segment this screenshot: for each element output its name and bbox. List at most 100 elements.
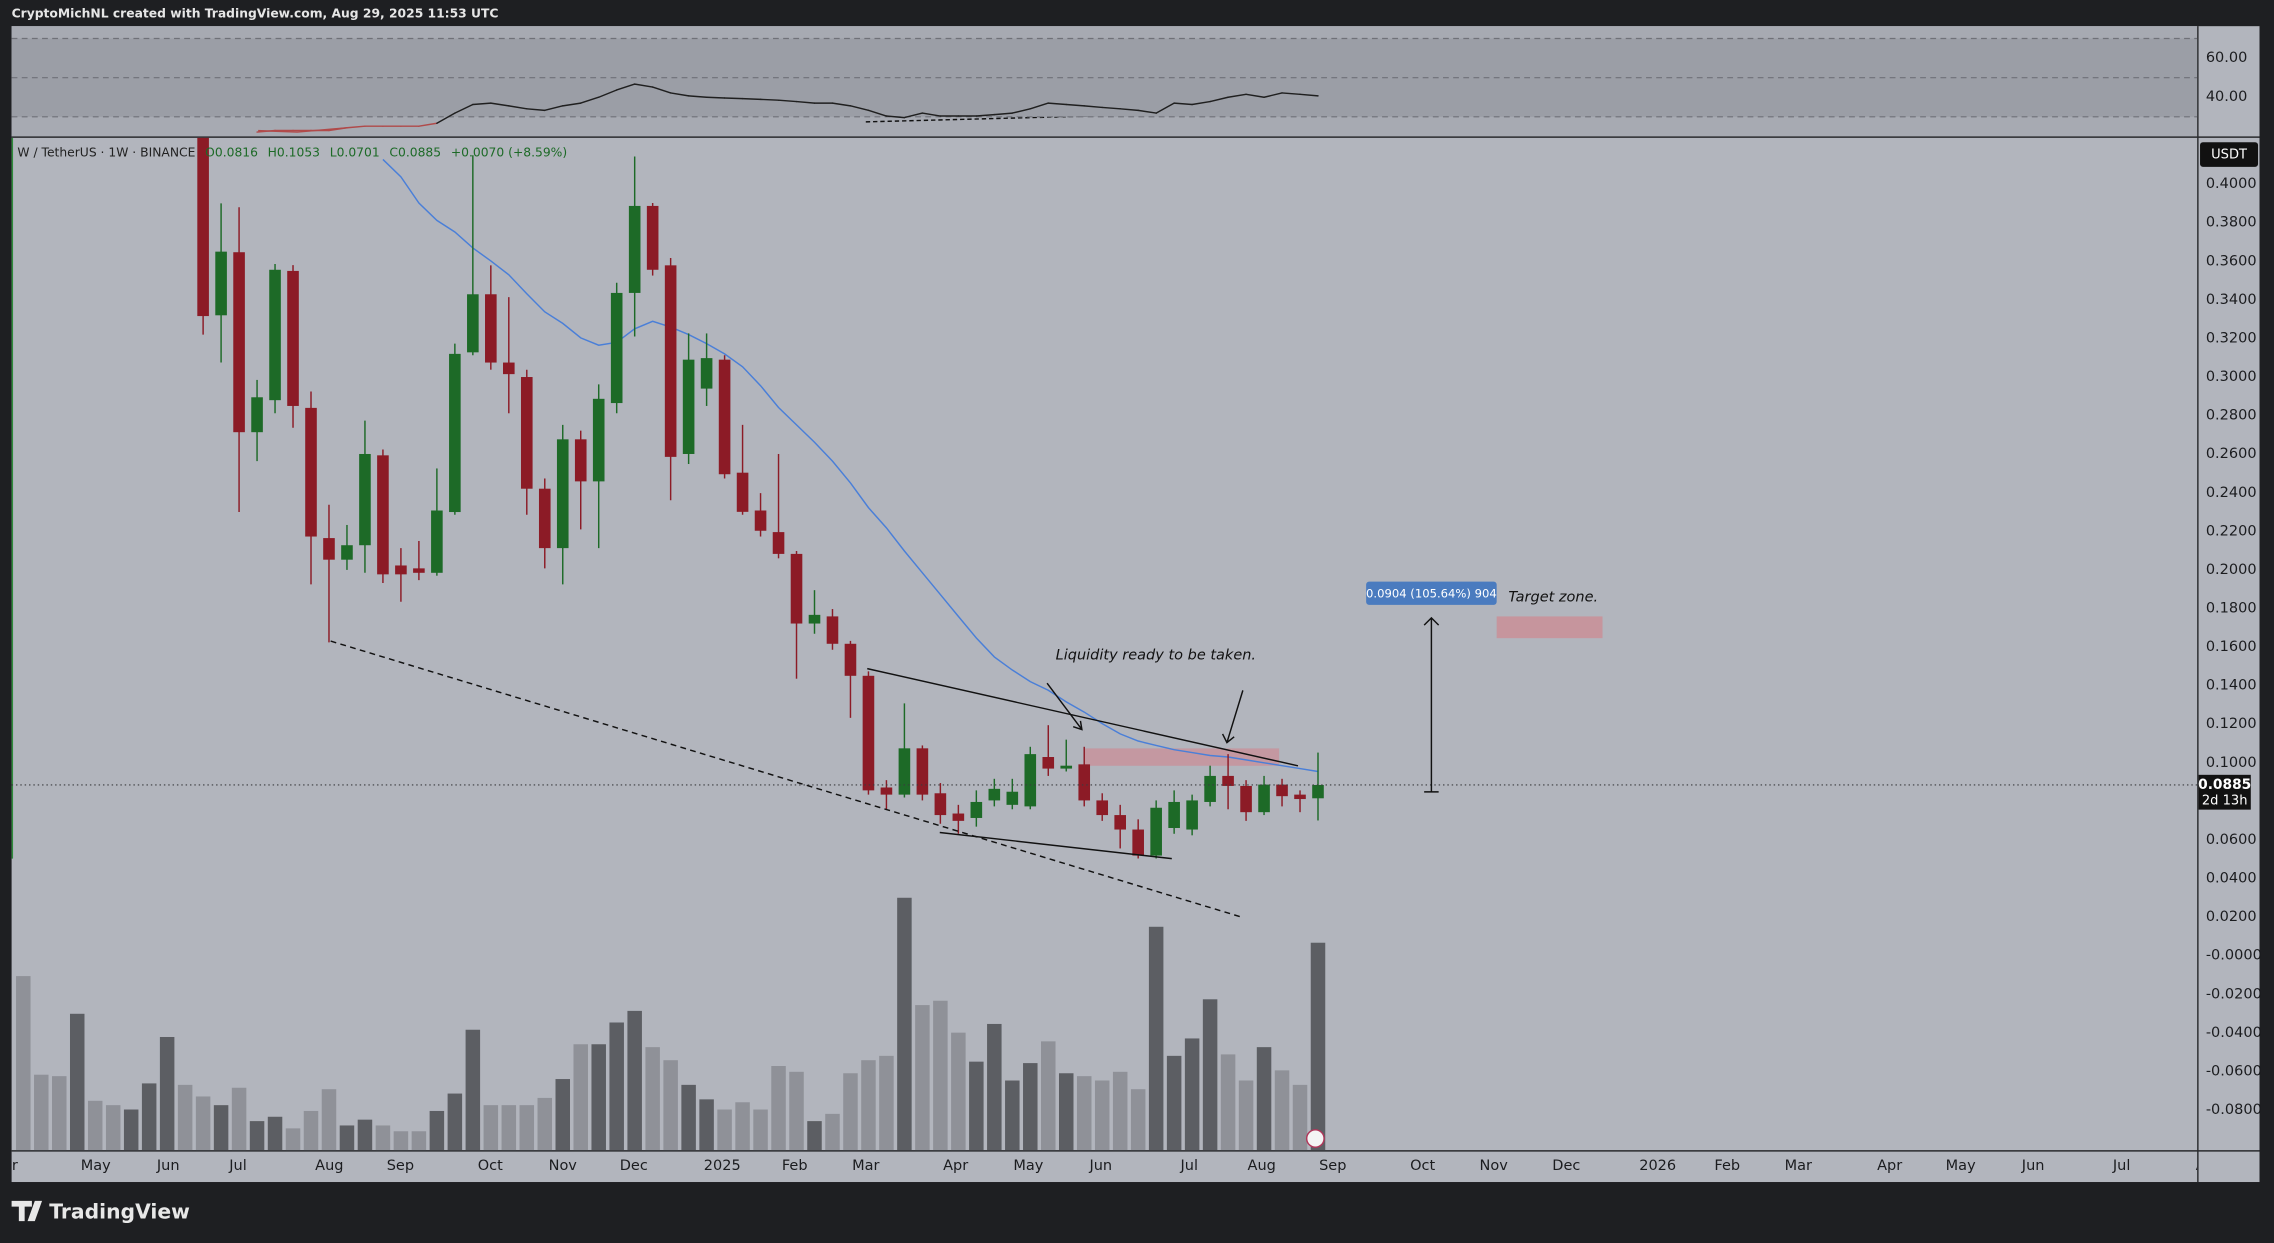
y-tick-label: 0.1600 bbox=[2206, 639, 2257, 655]
y-tick-label: 0.0400 bbox=[2206, 871, 2257, 887]
volume-bar bbox=[897, 897, 912, 1151]
candle-body bbox=[790, 553, 803, 624]
rsi-line bbox=[741, 97, 762, 101]
annotation: Liquidity ready to be taken. bbox=[1056, 648, 1256, 664]
rsi-line bbox=[1047, 102, 1067, 106]
volume-bar bbox=[807, 1121, 822, 1151]
volume-bar bbox=[285, 1128, 301, 1151]
y-tick-label: 0.0600 bbox=[2206, 832, 2257, 848]
rsi-line bbox=[1245, 93, 1265, 98]
volume-bar bbox=[789, 1071, 804, 1151]
rsi-line bbox=[436, 112, 456, 124]
volume-bar bbox=[1005, 1080, 1020, 1151]
x-tick-label: Aug bbox=[1248, 1158, 1276, 1174]
x-tick-label: May bbox=[81, 1158, 111, 1174]
candle-body bbox=[898, 748, 911, 795]
rsi-line bbox=[921, 112, 942, 117]
x-tick-label: Apr bbox=[0, 1158, 18, 1174]
volume-bar bbox=[627, 1010, 642, 1151]
candle-body bbox=[1114, 815, 1126, 830]
volume-bar bbox=[195, 1096, 211, 1151]
candle-body bbox=[197, 137, 209, 317]
candle-body bbox=[1096, 800, 1109, 816]
rsi-line bbox=[256, 129, 276, 133]
x-tick-label: Nov bbox=[1480, 1158, 1509, 1174]
x-tick-label: Aug bbox=[315, 1158, 343, 1174]
rsi-line bbox=[1065, 103, 1085, 107]
rsi-line bbox=[418, 122, 438, 127]
volume-bar bbox=[843, 1073, 858, 1151]
rsi-line bbox=[615, 83, 636, 91]
candle-body bbox=[772, 532, 785, 554]
candle-body bbox=[323, 538, 335, 560]
candle-body bbox=[1006, 791, 1019, 805]
candle-body bbox=[826, 616, 839, 644]
volume-bar bbox=[591, 1044, 606, 1151]
rsi-line bbox=[328, 127, 348, 132]
rsi-line bbox=[669, 92, 690, 97]
rsi-line bbox=[759, 98, 780, 101]
volume-bar bbox=[645, 1047, 660, 1151]
x-tick-label: Feb bbox=[1714, 1158, 1740, 1174]
candle-body bbox=[1240, 785, 1252, 813]
resistance-trendline bbox=[867, 667, 1299, 767]
candle-body bbox=[718, 359, 731, 475]
rsi-line bbox=[1281, 92, 1301, 96]
candle-body bbox=[1276, 784, 1288, 797]
candle-body bbox=[862, 675, 875, 791]
rsi-line bbox=[1119, 108, 1139, 112]
candle-body bbox=[880, 787, 893, 795]
legend-open: O0.0816 bbox=[205, 145, 258, 159]
volume-bar bbox=[681, 1084, 696, 1151]
y-tick-label: 0.3800 bbox=[2206, 215, 2257, 231]
rsi-line bbox=[1011, 108, 1032, 114]
range-low-line bbox=[939, 831, 1172, 860]
rsi-line bbox=[1227, 93, 1247, 98]
rsi-line bbox=[723, 97, 744, 100]
time-axis: Apr May Jun Jul Aug Sep Oct Nov Dec 2025 Feb Mar Apr… bbox=[0, 1158, 2198, 1174]
volume-bar bbox=[1023, 1063, 1038, 1151]
candle-body bbox=[628, 205, 641, 293]
x-tick-label: Nov bbox=[549, 1158, 578, 1174]
x-tick-label: Dec bbox=[620, 1158, 648, 1174]
candle-body bbox=[485, 294, 497, 363]
y-tick-label: 0.4000 bbox=[2206, 176, 2257, 192]
volume-bar bbox=[987, 1023, 1002, 1151]
volume-bar bbox=[699, 1099, 714, 1151]
volume-bar bbox=[1238, 1080, 1254, 1151]
candle-body bbox=[1312, 784, 1324, 799]
candle-body bbox=[449, 353, 461, 513]
x-tick-label: Jun bbox=[156, 1158, 180, 1174]
x-tick-label: Apr bbox=[1877, 1158, 1902, 1174]
volume-bar bbox=[321, 1089, 337, 1151]
candle-body bbox=[359, 453, 371, 546]
legend-change: +0.0070 (+8.59%) bbox=[451, 145, 567, 159]
candle-body bbox=[610, 292, 623, 404]
attribution: CryptoMichNL created with TradingView.co… bbox=[12, 6, 499, 20]
volume-bar bbox=[915, 1005, 930, 1151]
rsi-line bbox=[777, 99, 798, 103]
measure-label-box bbox=[1366, 581, 1497, 605]
volume-bar bbox=[1112, 1071, 1128, 1151]
volume-bar bbox=[69, 1013, 85, 1151]
candle-body bbox=[503, 362, 515, 375]
y-tick-label: 0.3000 bbox=[2206, 369, 2257, 385]
x-tick-label: Jul bbox=[2112, 1158, 2130, 1174]
volume-bar bbox=[1310, 942, 1326, 1151]
volume-bar bbox=[34, 1074, 49, 1151]
rsi-line bbox=[831, 102, 852, 107]
candle-body bbox=[1204, 775, 1216, 802]
candle-body bbox=[1042, 757, 1055, 769]
x-tick-label: Sep bbox=[387, 1158, 414, 1174]
candle-body bbox=[305, 407, 317, 537]
x-tick-label: Jul bbox=[1179, 1158, 1198, 1174]
rsi-pane bbox=[11, 37, 2198, 133]
volume-bar bbox=[16, 976, 31, 1151]
volume-bar bbox=[357, 1119, 373, 1151]
volume-bar bbox=[105, 1105, 121, 1151]
volume-bar bbox=[519, 1105, 535, 1151]
rsi-line bbox=[1101, 106, 1121, 110]
candle-body bbox=[808, 614, 821, 624]
y-tick-label: 0.1200 bbox=[2206, 716, 2257, 732]
x-tick-label: Feb bbox=[782, 1158, 808, 1174]
